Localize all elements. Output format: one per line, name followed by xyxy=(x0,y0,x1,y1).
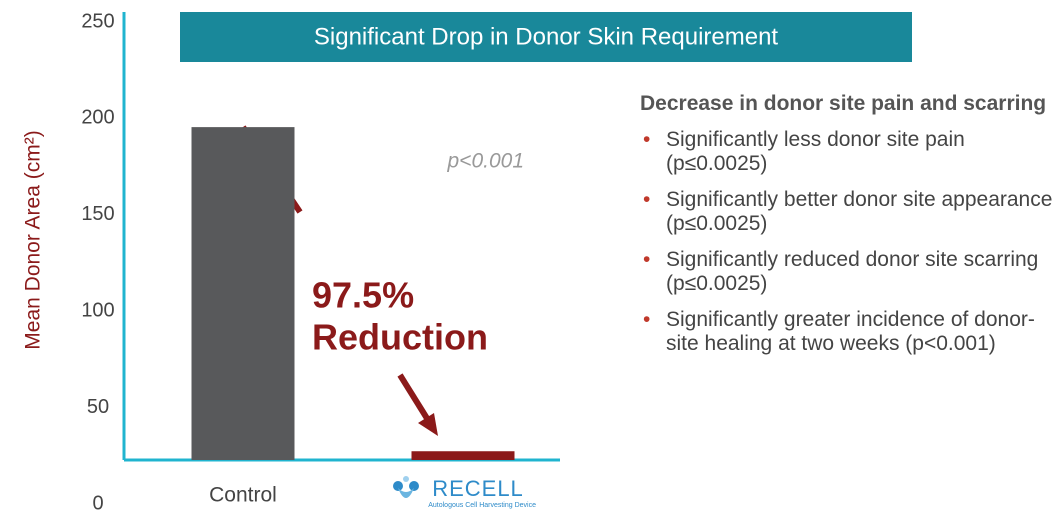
logo-caption: Autologous Cell Harvesting Device xyxy=(428,502,536,509)
arrow-head xyxy=(418,413,438,436)
y-tick-label: 100 xyxy=(81,299,114,321)
y-tick-label: 150 xyxy=(81,203,114,225)
p-value: p<0.001 xyxy=(447,150,525,173)
reduction-value: 97.5% xyxy=(312,275,414,316)
bullet-list: Significantly less donor site pain (p≤0.… xyxy=(640,128,1058,356)
y-tick-label: 200 xyxy=(81,107,114,129)
bar xyxy=(411,451,515,460)
bullet: Significantly less donor site pain (p≤0.… xyxy=(640,128,1058,176)
y-tick-label: 0 xyxy=(92,492,103,514)
bullet: Significantly greater incidence of donor… xyxy=(640,308,1058,356)
title-box xyxy=(180,12,912,62)
panel-heading: Decrease in donor site pain and scarring xyxy=(640,92,1047,115)
reduction-text: Reduction xyxy=(312,317,488,358)
bar xyxy=(191,127,295,461)
chart-title: Significant Drop in Donor Skin Requireme… xyxy=(314,23,779,50)
bullet: Significantly better donor site appearan… xyxy=(640,188,1058,236)
y-tick-label: 250 xyxy=(81,10,114,32)
x-tick-label: Control xyxy=(209,484,277,507)
bullet: Significantly reduced donor site scarrin… xyxy=(640,248,1058,296)
logo-icon xyxy=(393,476,419,498)
y-tick-label: 50 xyxy=(87,396,109,418)
side-panel: Decrease in donor site pain and scarring… xyxy=(640,92,1058,368)
y-axis-label: Mean Donor Area (cm²) xyxy=(22,130,45,349)
x-tick-label: RECELL xyxy=(432,476,524,501)
